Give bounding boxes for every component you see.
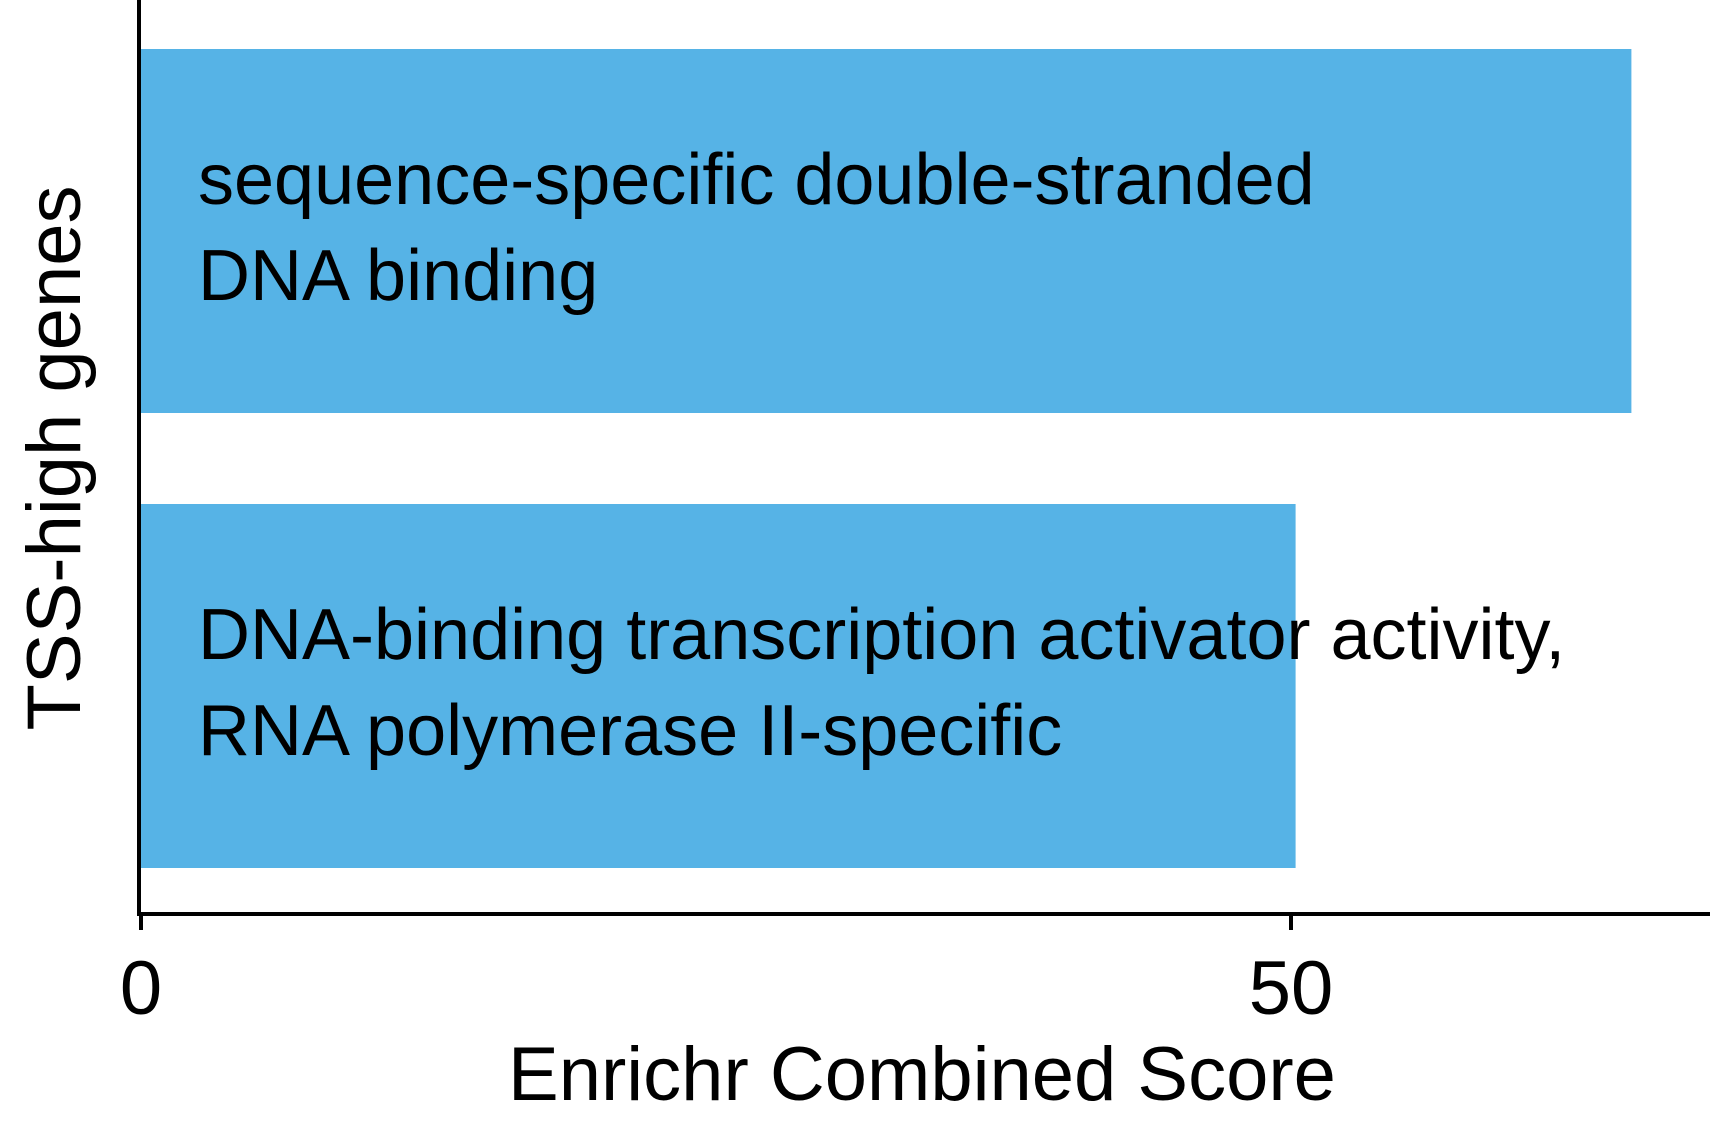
bar-label-1-line-0: DNA-binding transcription activator acti… <box>198 595 1565 675</box>
y-axis-label: TSS-high genes <box>12 186 97 731</box>
bar-label-0: sequence-specific double-stranded DNA bin… <box>198 140 1315 316</box>
bar-1 <box>141 504 1296 868</box>
x-ticks-group: 0 50 <box>120 914 1333 1031</box>
x-tick-label-1: 50 <box>1249 946 1334 1031</box>
bar-label-0-line-0: sequence-specific double-stranded <box>198 140 1315 220</box>
bars-group <box>141 49 1632 868</box>
bar-label-1: DNA-binding transcription activator acti… <box>198 595 1565 771</box>
bar-labels-group: sequence-specific double-stranded DNA bin… <box>198 140 1565 771</box>
bar-label-1-line-1: RNA polymerase II-specific <box>198 691 1062 771</box>
bar-label-0-line-1: DNA binding <box>198 236 598 316</box>
x-tick-label-0: 0 <box>120 946 162 1031</box>
x-axis-label: Enrichr Combined Score <box>508 1032 1336 1117</box>
bar-0 <box>141 49 1632 413</box>
